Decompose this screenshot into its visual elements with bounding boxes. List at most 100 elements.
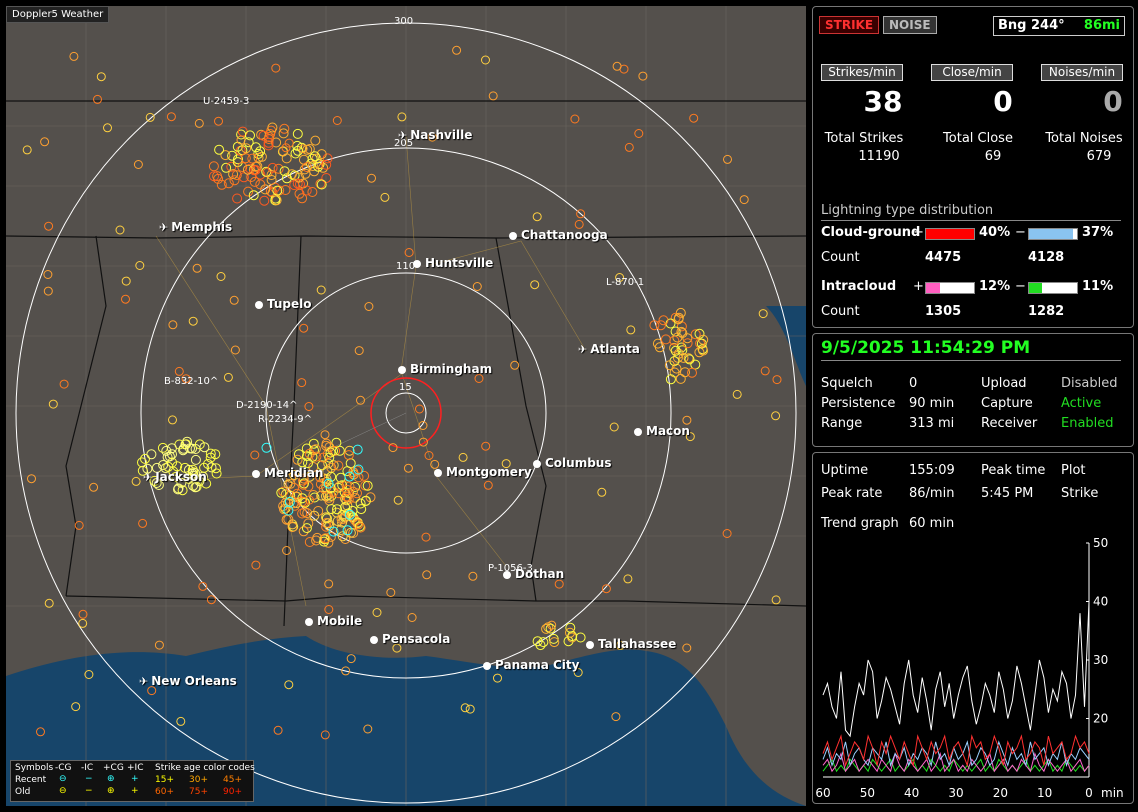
city-marker[interactable]: Huntsville	[413, 256, 493, 270]
strike-button[interactable]: STRIKE	[819, 16, 880, 34]
strike-marker	[259, 195, 270, 206]
strike-marker	[264, 132, 275, 142]
minus-icon: −	[85, 774, 93, 784]
city-name: Tupelo	[267, 297, 312, 311]
strike-marker	[279, 123, 290, 134]
range-value: 313 mi	[909, 416, 955, 431]
plus-icon: +	[131, 786, 139, 796]
strike-marker	[36, 727, 45, 737]
strike-marker	[325, 483, 336, 494]
persistence-value: 90 min	[909, 396, 955, 411]
intracloud-label: Intracloud	[821, 279, 897, 294]
city-marker[interactable]: Chattanooga	[509, 228, 608, 242]
strike-marker	[299, 323, 309, 333]
trend-series-line	[822, 601, 1090, 738]
strike-marker	[488, 91, 498, 101]
squelch-label: Squelch	[821, 376, 873, 391]
strike-marker	[474, 374, 484, 383]
map-canvas	[6, 6, 806, 806]
noise-button[interactable]: NOISE	[883, 16, 937, 34]
strike-marker	[324, 605, 334, 614]
city-marker[interactable]: ✈ Nashville	[398, 128, 472, 142]
strike-marker	[689, 113, 699, 123]
storm-label[interactable]: B-832-10^	[164, 376, 219, 387]
strike-marker	[281, 153, 292, 164]
ic-neg-percent: 11%	[1082, 279, 1114, 294]
strike-marker	[255, 146, 266, 157]
strike-marker	[363, 724, 373, 734]
city-name: Pensacola	[382, 632, 451, 646]
bar-fill	[1029, 229, 1074, 239]
city-marker[interactable]: Columbus	[533, 456, 612, 470]
ring-label: 300	[394, 16, 414, 27]
city-marker[interactable]: Tallahassee	[586, 637, 676, 651]
strike-marker	[22, 145, 32, 155]
squelch-value: 0	[909, 376, 918, 391]
strike-marker	[284, 680, 294, 690]
strike-marker	[328, 526, 339, 537]
city-marker[interactable]: ✈ Memphis	[159, 220, 232, 234]
plus-sign: +	[913, 279, 924, 294]
upload-value: Disabled	[1061, 376, 1118, 391]
storm-label[interactable]: L-870-1	[606, 277, 645, 288]
strike-marker	[289, 180, 300, 191]
trend-panel: Uptime 155:09 Peak time Plot Peak rate 8…	[812, 452, 1134, 804]
strike-marker	[115, 225, 125, 235]
x-tick-label: 40	[904, 786, 919, 800]
storm-label[interactable]: D-2190-14^	[236, 400, 298, 411]
strike-marker	[623, 574, 633, 584]
strike-marker	[303, 518, 314, 529]
strike-marker	[342, 525, 353, 536]
city-marker[interactable]: ✈ Jackson	[143, 470, 207, 484]
strike-marker	[299, 164, 310, 175]
city-marker[interactable]: Meridian	[252, 466, 323, 480]
city-marker[interactable]: Macon	[634, 424, 690, 438]
strike-marker	[265, 186, 276, 197]
city-marker[interactable]: ✈ New Orleans	[139, 674, 237, 688]
strike-marker	[251, 560, 261, 570]
strike-marker	[279, 166, 290, 177]
trend-graph-value[interactable]: 60 min	[909, 516, 955, 531]
strike-marker	[158, 460, 169, 470]
age-60: 60+	[155, 787, 174, 797]
strike-marker	[342, 466, 353, 477]
strike-marker	[290, 148, 301, 159]
strike-marker	[40, 137, 50, 147]
city-marker[interactable]: Montgomery	[434, 465, 532, 479]
city-name: Panama City	[495, 658, 580, 672]
city-marker[interactable]: Pensacola	[370, 632, 450, 646]
strike-marker	[304, 448, 315, 459]
strike-marker	[199, 462, 210, 473]
strike-marker	[248, 190, 259, 201]
city-dot-icon	[252, 469, 260, 478]
storm-label[interactable]: P-1056-3	[488, 563, 533, 574]
city-marker[interactable]: Tupelo	[255, 297, 312, 311]
strike-marker	[665, 318, 676, 329]
city-marker[interactable]: Dothan	[503, 567, 564, 581]
strike-marker	[675, 373, 686, 384]
atlantic-water	[766, 306, 806, 386]
city-marker[interactable]: Birmingham	[398, 362, 492, 376]
plot-value[interactable]: Strike	[1061, 486, 1099, 501]
radar-map[interactable]: Doppler5 Weather 300 205 110 15 ✈ Nashvil…	[6, 6, 806, 806]
strike-marker	[427, 132, 437, 142]
city-marker[interactable]: Panama City	[483, 658, 579, 672]
city-marker[interactable]: Mobile	[305, 614, 362, 628]
strike-marker	[307, 153, 318, 164]
total-noises-value: 679	[1086, 149, 1112, 164]
ic-neg-count: 1282	[1028, 304, 1065, 319]
strike-marker	[43, 270, 53, 279]
strike-marker	[570, 114, 580, 124]
strike-marker	[284, 497, 295, 507]
strike-marker	[403, 463, 413, 473]
strike-marker	[121, 294, 130, 304]
upload-label: Upload	[981, 376, 1027, 391]
city-marker[interactable]: ✈ Atlanta	[578, 342, 640, 356]
strike-marker	[321, 513, 332, 524]
storm-label[interactable]: U-2459-3	[203, 96, 250, 107]
strike-marker	[683, 353, 694, 364]
strike-marker	[510, 360, 520, 370]
circle-plus-icon: ⊕	[107, 774, 115, 784]
ic-pos-bar	[925, 282, 975, 294]
storm-label[interactable]: R-2234-9^	[258, 414, 312, 425]
